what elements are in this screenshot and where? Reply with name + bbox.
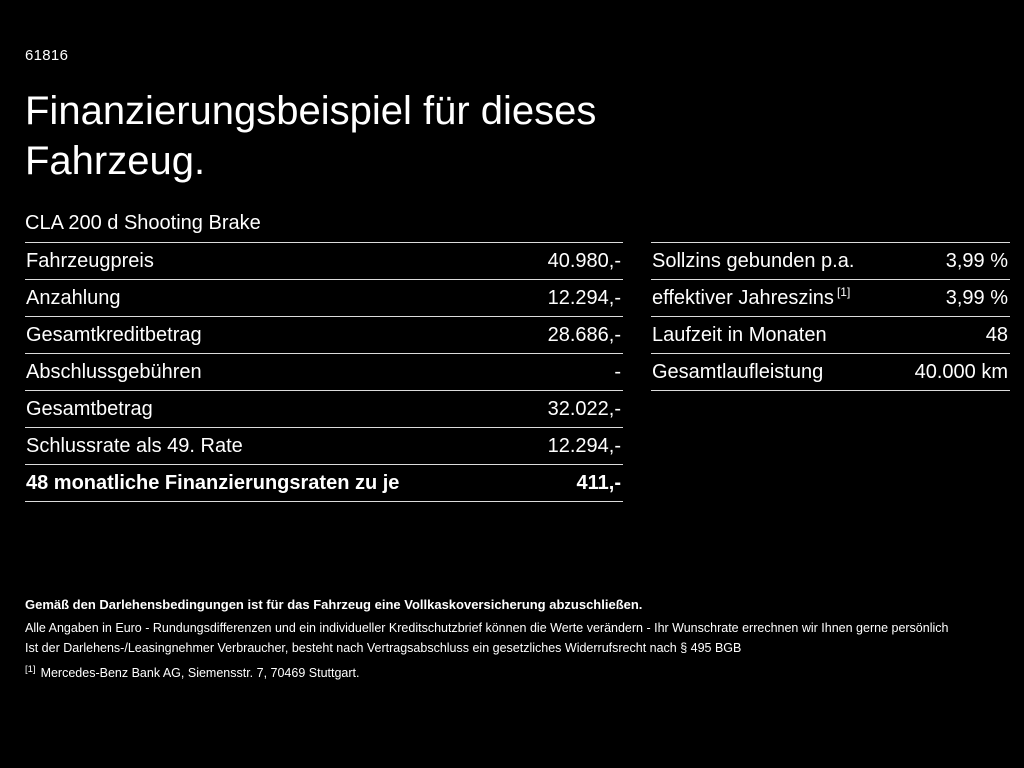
vehicle-model: CLA 200 d Shooting Brake (25, 212, 261, 234)
row-value: 411,- (576, 472, 621, 494)
financing-tables: Fahrzeugpreis 40.980,- Anzahlung 12.294,… (25, 242, 1010, 502)
row-label: Sollzins gebunden p.a. (652, 250, 855, 272)
finance-table: Fahrzeugpreis 40.980,- Anzahlung 12.294,… (25, 242, 623, 502)
row-value: 48 (985, 324, 1008, 346)
table-row-monthly-rate: 48 monatliche Finanzierungsraten zu je 4… (25, 464, 623, 502)
row-value: 3,99 % (945, 287, 1008, 309)
footnote-ref-marker: [1] (25, 663, 36, 675)
row-value: 28.686,- (547, 324, 621, 346)
row-value: 40.000 km (914, 361, 1008, 383)
row-label: Abschlussgebühren (26, 361, 202, 383)
table-row: Fahrzeugpreis 40.980,- (25, 242, 623, 279)
table-row: Gesamtlaufleistung 40.000 km (651, 353, 1010, 391)
disclaimer-line1: Alle Angaben in Euro - Rundungsdifferenz… (25, 621, 949, 635)
reference-number: 61816 (25, 47, 69, 64)
table-row: Abschlussgebühren - (25, 353, 623, 390)
table-row: Laufzeit in Monaten 48 (651, 316, 1010, 353)
row-label: Gesamtkreditbetrag (26, 324, 202, 346)
row-value: 12.294,- (547, 435, 621, 457)
row-label: 48 monatliche Finanzierungsraten zu je (26, 472, 400, 494)
row-label: Laufzeit in Monaten (652, 324, 827, 346)
table-row: Schlussrate als 49. Rate 12.294,- (25, 427, 623, 464)
insurance-note: Gemäß den Darlehensbedingungen ist für d… (25, 597, 643, 612)
row-value: 3,99 % (945, 250, 1008, 272)
footnotes: Gemäß den Darlehensbedingungen ist für d… (25, 597, 990, 680)
row-value: 32.022,- (547, 398, 621, 420)
table-row: Anzahlung 12.294,- (25, 279, 623, 316)
table-row: Sollzins gebunden p.a. 3,99 % (651, 242, 1010, 279)
bank-address: Mercedes-Benz Bank AG, Siemensstr. 7, 70… (40, 666, 360, 680)
table-row: Gesamtkreditbetrag 28.686,- (25, 316, 623, 353)
conditions-table: Sollzins gebunden p.a. 3,99 % effektiver… (651, 242, 1010, 391)
row-value: 12.294,- (547, 287, 621, 309)
row-label: Fahrzeugpreis (26, 250, 154, 272)
table-row: Gesamtbetrag 32.022,- (25, 390, 623, 427)
row-label: effektiver Jahreszins [1] (652, 285, 851, 309)
page-title-line2: Fahrzeug. (25, 139, 206, 183)
row-label: Gesamtlaufleistung (652, 361, 824, 383)
page-title-line1: Finanzierungsbeispiel für dieses (25, 89, 597, 133)
row-value: - (614, 361, 621, 383)
bank-footnote: [1] Mercedes-Benz Bank AG, Siemensstr. 7,… (25, 663, 990, 680)
row-value: 40.980,- (547, 250, 621, 272)
row-label: Anzahlung (26, 287, 121, 309)
table-row: effektiver Jahreszins [1] 3,99 % (651, 279, 1010, 316)
row-label: Schlussrate als 49. Rate (26, 435, 243, 457)
page-title: Finanzierungsbeispiel für dieses Fahrzeu… (25, 86, 596, 186)
disclaimer-line2: Ist der Darlehens-/Leasingnehmer Verbrau… (25, 641, 742, 655)
row-label: Gesamtbetrag (26, 398, 153, 420)
footnote-marker: [1] (836, 285, 851, 300)
